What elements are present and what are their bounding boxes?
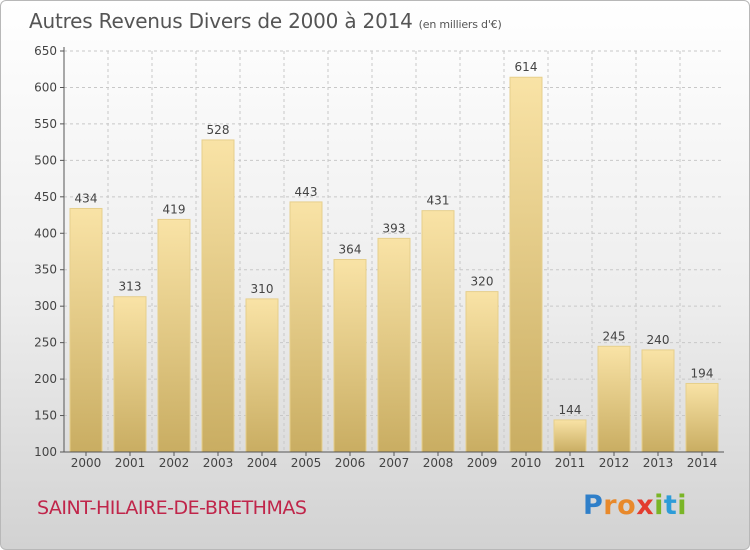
bar-value-label: 245: [603, 329, 626, 343]
bars: [69, 76, 719, 453]
y-tick-label: 450: [34, 190, 57, 204]
y-tick-label: 350: [34, 263, 57, 277]
bar: [553, 419, 587, 453]
bar: [201, 139, 235, 453]
logo-letter: i: [654, 490, 664, 521]
y-tick-label: 300: [34, 299, 57, 313]
bar: [245, 298, 279, 453]
bar-value-label: 614: [515, 60, 538, 74]
bar-value-label: 431: [427, 194, 450, 208]
x-tick-label: 2013: [643, 456, 674, 470]
x-tick-label: 2011: [555, 456, 586, 470]
bar: [157, 218, 191, 453]
logo-letter: r: [603, 490, 618, 521]
x-tick-label: 2014: [687, 456, 718, 470]
proxiti-logo[interactable]: Proxiti: [583, 490, 687, 521]
chart-title: Autres Revenus Divers de 2000 à 2014 (en …: [29, 9, 502, 33]
bar-value-label: 144: [559, 403, 582, 417]
bar-value-label: 434: [75, 191, 98, 205]
logo-letter: o: [617, 490, 637, 521]
bar: [421, 210, 455, 453]
bar-value-label: 364: [339, 243, 362, 257]
bar: [69, 207, 103, 453]
x-tick-label: 2008: [423, 456, 454, 470]
x-tick-label: 2010: [511, 456, 542, 470]
x-tick-label: 2006: [335, 456, 366, 470]
bar: [377, 237, 411, 453]
x-tick-label: 2004: [247, 456, 278, 470]
x-tick-label: 2009: [467, 456, 498, 470]
logo-letter: t: [663, 490, 678, 521]
value-labels: 434 313 419 528 310 443 364 393 431 320 614 144 245 2…: [75, 60, 714, 417]
bar-value-label: 528: [207, 123, 230, 137]
x-tick-label: 2003: [203, 456, 234, 470]
bar-value-label: 310: [251, 282, 274, 296]
logo-letter: i: [677, 490, 688, 521]
bar: [289, 201, 323, 453]
tick-labels: 100 150 200 250 300 350 400 450 500 550 600 650 2000…: [34, 44, 717, 470]
logo-letter: P: [583, 490, 604, 521]
x-tick-label: 2005: [291, 456, 322, 470]
x-tick-label: 2000: [71, 456, 102, 470]
y-tick-label: 600: [34, 80, 57, 94]
bar: [685, 382, 719, 453]
y-tick-label: 550: [34, 117, 57, 131]
bar: [641, 349, 675, 453]
bar-value-label: 313: [119, 280, 142, 294]
y-tick-label: 100: [34, 445, 57, 459]
city-name: SAINT-HILAIRE-DE-BRETHMAS: [37, 497, 307, 519]
title-text: Autres Revenus Divers de 2000 à 2014: [29, 9, 413, 33]
bar-value-label: 194: [691, 366, 714, 380]
bar-value-label: 419: [163, 202, 186, 216]
bar: [465, 291, 499, 453]
x-tick-label: 2007: [379, 456, 410, 470]
axes: [60, 47, 724, 456]
bar-value-label: 320: [471, 275, 494, 289]
title-unit: (en milliers d'€): [418, 18, 502, 31]
bar: [597, 345, 631, 453]
y-tick-label: 400: [34, 226, 57, 240]
x-tick-label: 2002: [159, 456, 190, 470]
bar-value-label: 443: [295, 185, 318, 199]
bar: [509, 76, 543, 453]
bar-value-label: 240: [647, 333, 670, 347]
y-tick-label: 200: [34, 372, 57, 386]
bar: [333, 259, 367, 453]
y-tick-label: 650: [34, 44, 57, 58]
logo-letter: x: [636, 490, 655, 521]
x-tick-label: 2012: [599, 456, 630, 470]
bar-value-label: 393: [383, 221, 406, 235]
y-tick-label: 500: [34, 153, 57, 167]
y-tick-label: 150: [34, 409, 57, 423]
bar: [113, 296, 147, 453]
y-tick-label: 250: [34, 336, 57, 350]
x-tick-label: 2001: [115, 456, 146, 470]
